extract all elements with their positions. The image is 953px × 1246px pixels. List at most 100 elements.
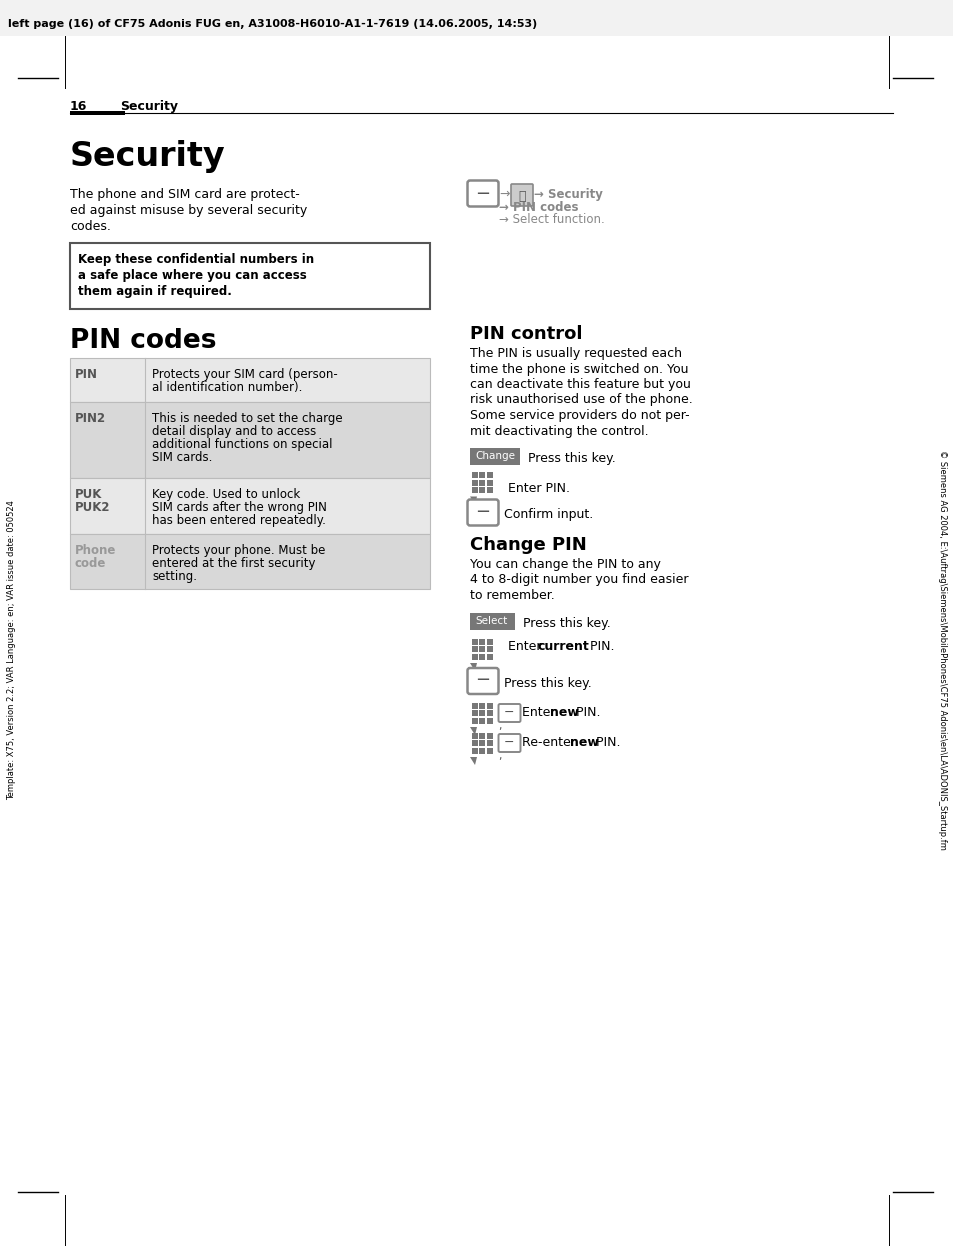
Text: to remember.: to remember. [470,589,554,602]
Bar [479,480,485,486]
Polygon shape [470,758,476,765]
Bar [472,645,477,652]
Bar [486,740,493,746]
Text: SIM cards after the wrong PIN: SIM cards after the wrong PIN [152,501,327,515]
Text: −: − [475,503,490,521]
Text: The PIN is usually requested each: The PIN is usually requested each [470,346,681,360]
Text: Enter: Enter [507,640,545,653]
Text: Key code. Used to unlock: Key code. Used to unlock [152,488,300,501]
Bar [486,638,493,644]
Bar [486,733,493,739]
Text: current: current [537,640,589,653]
Text: entered at the first security: entered at the first security [152,557,315,569]
Text: them again if required.: them again if required. [78,285,232,298]
Text: Phone: Phone [75,545,116,557]
Text: PUK: PUK [75,488,102,501]
Bar [486,472,493,478]
Text: ,: , [497,750,501,760]
Text: new: new [550,705,578,719]
Bar [70,243,430,309]
Text: Protects your phone. Must be: Protects your phone. Must be [152,545,325,557]
Text: al identification number).: al identification number). [152,381,302,394]
Text: Press this key.: Press this key. [522,617,610,629]
Bar [486,645,493,652]
Text: Security: Security [70,140,226,173]
Bar [0,0,953,36]
Text: Protects your SIM card (person-: Protects your SIM card (person- [152,368,337,381]
Bar [472,748,477,754]
Text: ,: , [497,720,501,730]
Bar [70,111,125,115]
Polygon shape [470,726,476,735]
Bar [472,487,477,493]
FancyBboxPatch shape [467,668,498,694]
Text: new: new [569,735,598,749]
Text: time the phone is switched on. You: time the phone is switched on. You [470,363,688,375]
Text: −: − [475,672,490,689]
Bar [486,703,493,709]
Bar [472,653,477,659]
Text: 4 to 8-digit number you find easier: 4 to 8-digit number you find easier [470,573,688,587]
Text: → Security: → Security [534,188,602,201]
Text: PIN.: PIN. [585,640,614,653]
Text: 16: 16 [70,100,88,113]
FancyBboxPatch shape [498,704,520,721]
Text: detail display and to access: detail display and to access [152,425,315,439]
Text: −: − [503,706,514,719]
Bar [479,733,485,739]
Text: SIM cards.: SIM cards. [152,451,213,464]
Text: risk unauthorised use of the phone.: risk unauthorised use of the phone. [470,394,692,406]
Text: Press this key.: Press this key. [527,452,615,465]
Bar [486,653,493,659]
FancyBboxPatch shape [467,500,498,526]
Bar [472,480,477,486]
Text: has been entered repeatedly.: has been entered repeatedly. [152,515,326,527]
Text: −: − [503,736,514,749]
Text: PIN.: PIN. [572,705,599,719]
Bar [479,740,485,746]
Bar [70,478,430,535]
Text: code: code [75,557,107,569]
Bar [486,718,493,724]
Text: additional functions on special: additional functions on special [152,439,333,451]
Text: This is needed to set the charge: This is needed to set the charge [152,412,342,425]
Bar [470,613,515,629]
Bar [479,653,485,659]
Bar [472,718,477,724]
Text: PIN2: PIN2 [75,412,106,425]
Text: a safe place where you can access: a safe place where you can access [78,269,307,282]
Text: ed against misuse by several security: ed against misuse by several security [70,204,307,217]
Text: mit deactivating the control.: mit deactivating the control. [470,425,648,437]
Text: The phone and SIM card are protect-: The phone and SIM card are protect- [70,188,299,201]
Bar [470,449,519,465]
FancyBboxPatch shape [511,184,533,206]
Text: →: → [498,188,509,201]
Bar [472,710,477,716]
Bar [472,472,477,478]
Text: setting.: setting. [152,569,196,583]
Polygon shape [470,496,476,505]
Text: codes.: codes. [70,221,111,233]
Bar [479,472,485,478]
Bar [479,487,485,493]
Polygon shape [470,663,476,672]
Bar [479,718,485,724]
Bar [70,402,430,478]
Text: PIN codes: PIN codes [70,328,216,354]
Text: PUK2: PUK2 [75,501,111,515]
Bar [472,740,477,746]
Bar [479,638,485,644]
Text: Press this key.: Press this key. [503,677,591,689]
FancyBboxPatch shape [467,181,498,207]
Text: ⚿: ⚿ [517,189,525,203]
Text: Re-enter: Re-enter [521,735,579,749]
Text: You can change the PIN to any: You can change the PIN to any [470,558,660,571]
Bar [70,535,430,589]
Bar [479,703,485,709]
Bar [486,710,493,716]
Text: Security: Security [120,100,178,113]
Text: → PIN codes: → PIN codes [498,201,578,214]
Text: © Siemens AG 2004, E:\Auftrag\Siemens\MobilePhones\CF75 Adonis\en\LA\ADONIS_Star: © Siemens AG 2004, E:\Auftrag\Siemens\Mo… [938,450,946,850]
Text: Select: Select [476,616,508,625]
Bar [479,645,485,652]
